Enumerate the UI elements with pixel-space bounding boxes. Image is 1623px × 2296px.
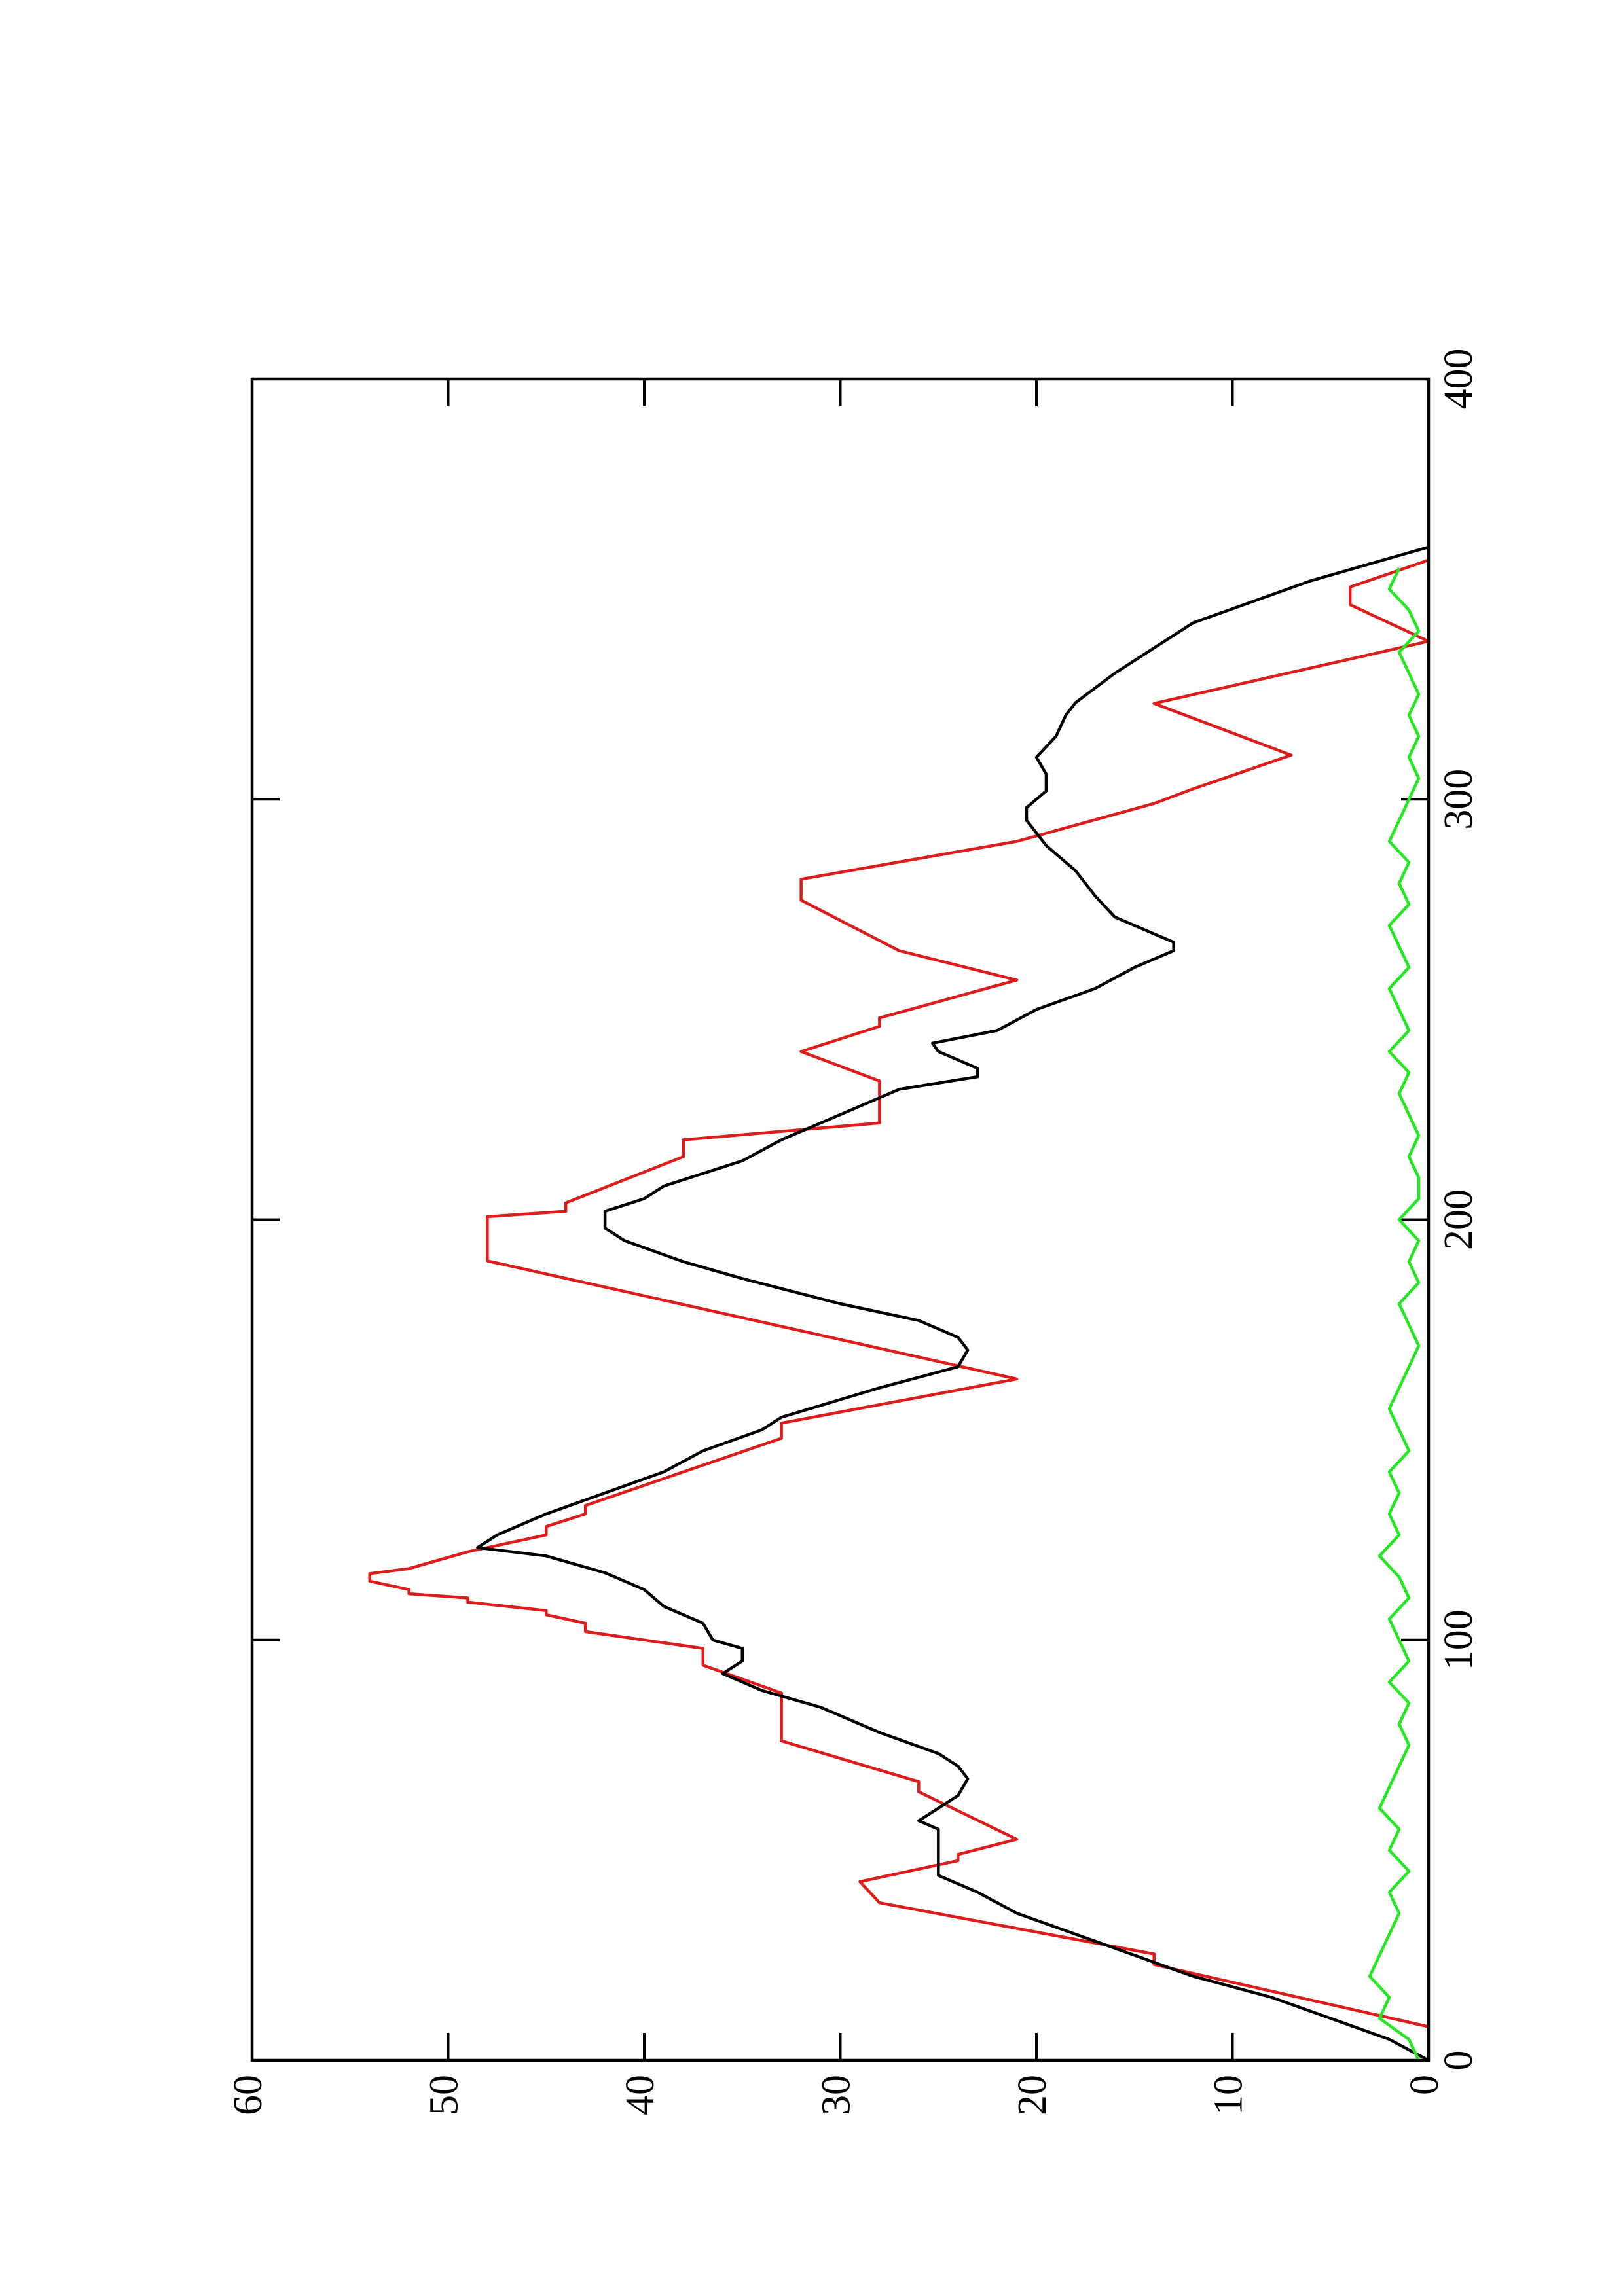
y-tick-label: 10: [1207, 2075, 1251, 2115]
series-line: [1368, 567, 1421, 2061]
plot-frame: [250, 377, 1431, 2062]
series-line: [368, 558, 1431, 2028]
series-line: [476, 545, 1430, 2062]
y-tick-label: 30: [814, 2075, 859, 2115]
x-tick-label: 0: [1436, 2051, 1481, 2071]
x-tick-label: 300: [1436, 769, 1481, 830]
x-tick-label: 400: [1436, 349, 1481, 410]
y-tick-label: 20: [1010, 2075, 1055, 2115]
y-tick-label: 0: [1402, 2075, 1447, 2095]
y-tick-label: 60: [226, 2075, 270, 2115]
y-tick-label: 40: [618, 2075, 663, 2115]
x-tick-label: 100: [1436, 1609, 1481, 1670]
x-tick-label: 200: [1436, 1189, 1481, 1250]
y-tick-label: 50: [422, 2075, 467, 2115]
